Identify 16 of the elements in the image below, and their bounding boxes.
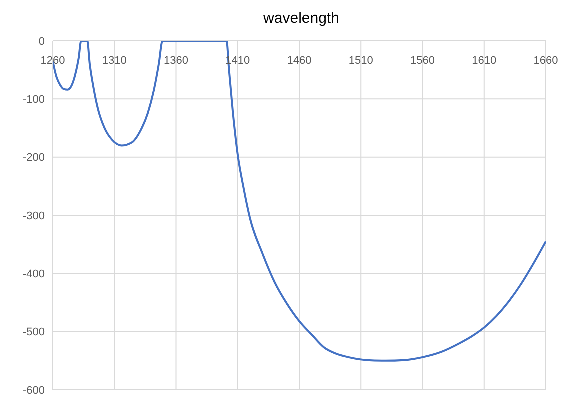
y-tick-label: -400 [22,268,45,281]
x-tick-label: 1310 [102,55,127,67]
y-tick-label: -200 [22,152,45,164]
y-tick-label: -500 [22,326,45,339]
x-tick-label: 1560 [410,55,435,67]
y-tick-label: 0 [38,36,45,48]
x-tick-label: 1460 [287,55,312,67]
chart-title: wavelength [262,10,340,27]
x-tick-label: 1660 [534,55,558,67]
y-tick-label: -100 [22,94,45,106]
x-tick-label: 1360 [164,55,188,67]
x-tick-label: 1510 [348,55,374,67]
x-tick-label: 1610 [472,55,497,67]
y-tick-label: -600 [22,384,45,397]
x-tick-label: 1260 [40,55,66,67]
y-tick-label: -300 [22,210,45,222]
